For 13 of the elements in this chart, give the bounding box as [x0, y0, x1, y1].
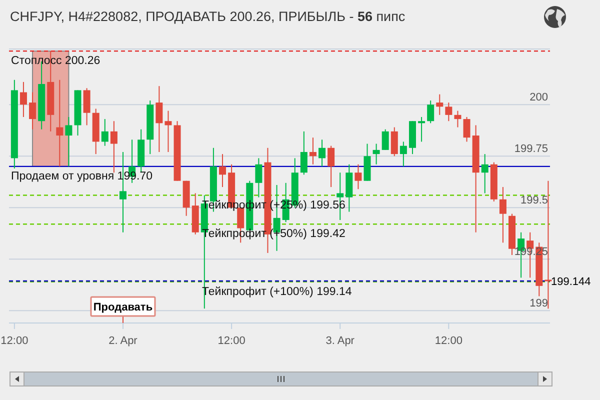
x-tick-label: 3. Apr	[326, 335, 355, 347]
x-tick-label: 12:00	[218, 335, 246, 347]
x-tick-label: 2. Apr	[108, 335, 138, 347]
x-tick-label: 12:00	[434, 335, 462, 347]
y-tick-label: 200	[530, 92, 548, 104]
ref-line-label: Стоплосс 200.26	[11, 55, 100, 68]
chart-title: CHFJPY, H4#228082, ПРОДАВАТЬ 200.26, ПРИБЫЛЬ - 56 пипс	[10, 9, 406, 24]
x-tick-label: 12:00	[0, 335, 28, 347]
y-tick-label: 199.75	[514, 143, 548, 156]
y-tick-label: 199	[530, 298, 548, 310]
annotation: Продавать	[93, 302, 153, 314]
ref-line-label: 199.144	[551, 276, 591, 288]
y-tick-label: 199.5	[520, 194, 548, 207]
